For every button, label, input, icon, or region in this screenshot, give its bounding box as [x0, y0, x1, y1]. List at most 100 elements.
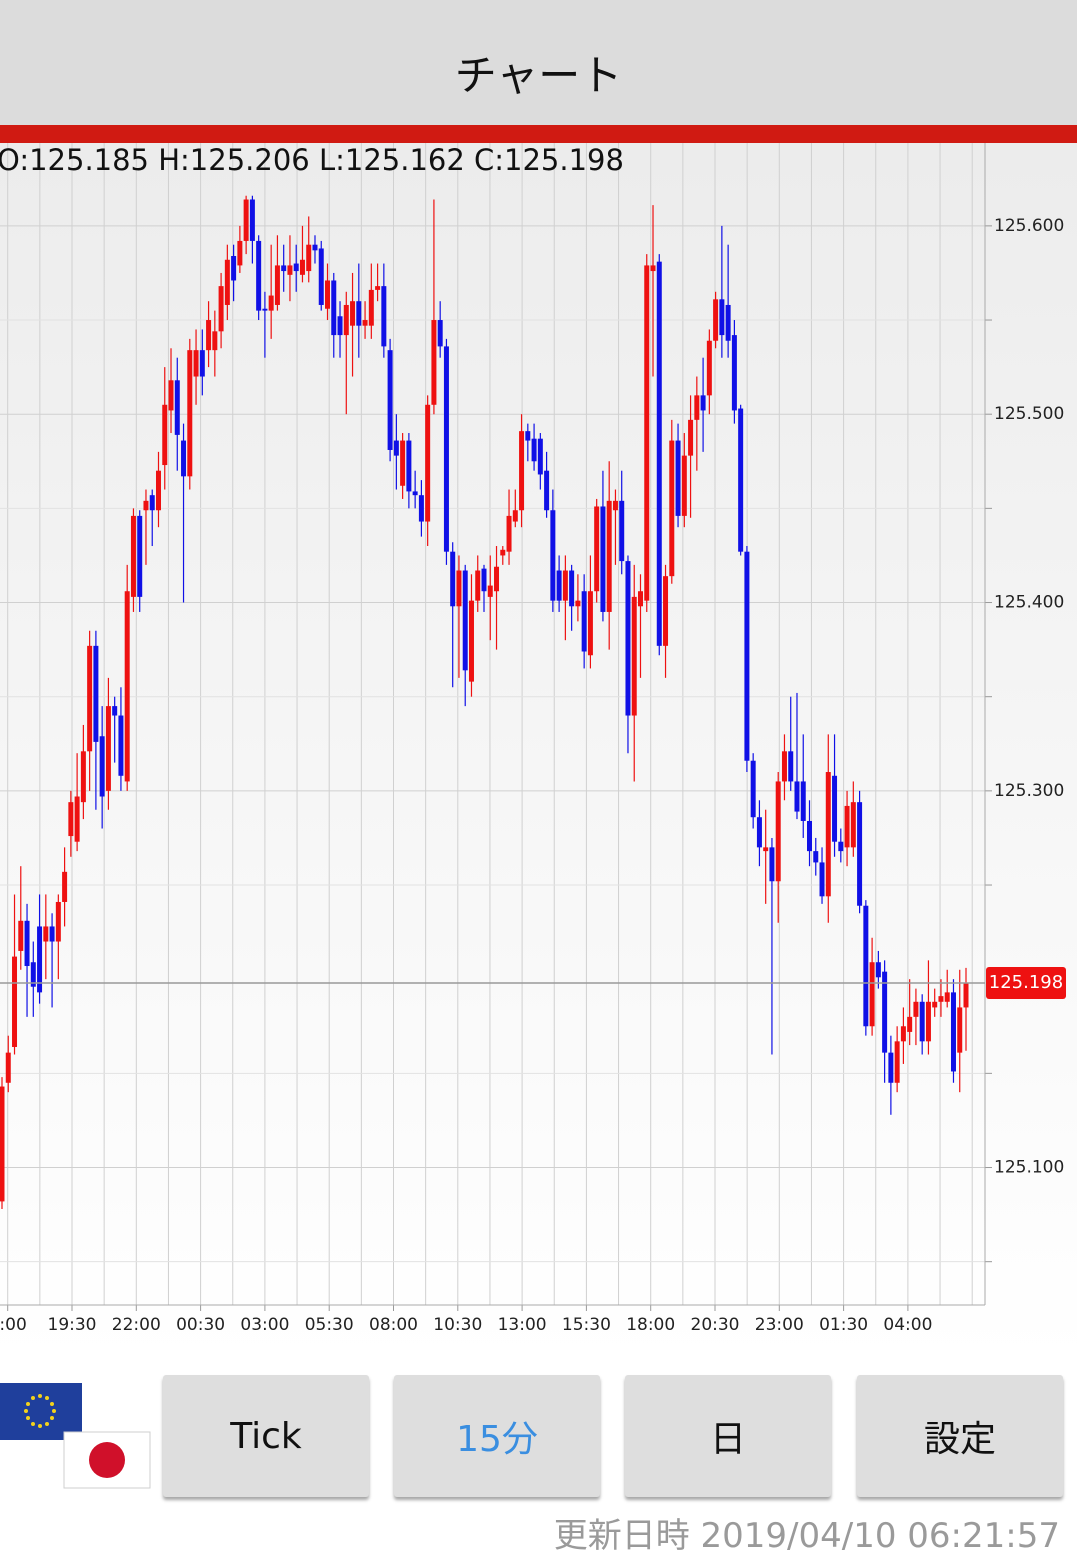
candle-body	[206, 320, 212, 351]
candle-body	[556, 570, 562, 601]
axes: 7:00 19:30 22:00 00:30 03:00 05:30 08:00 10:30 1…	[0, 143, 1066, 1335]
candle-body	[900, 1026, 906, 1042]
candle-body	[475, 570, 481, 601]
candle-body	[149, 495, 155, 511]
candle-body	[738, 408, 744, 552]
candle-body	[74, 796, 80, 842]
candle-body	[331, 280, 337, 336]
candle-body	[450, 551, 456, 607]
candle-body	[212, 331, 218, 351]
candle-body	[838, 841, 844, 852]
candle-body	[30, 962, 36, 987]
candle-body	[381, 286, 387, 347]
candle-body	[794, 781, 800, 812]
candle-body	[575, 600, 581, 607]
candle-body	[957, 1007, 963, 1053]
candle-body	[875, 962, 881, 978]
candle-body	[569, 570, 575, 607]
candle-body	[87, 645, 93, 752]
candle-body	[781, 751, 787, 782]
candle-body	[487, 585, 493, 597]
candle-body	[544, 470, 550, 511]
x-tick-label: 23:00	[755, 1315, 804, 1335]
y-tick-label: 125.600	[994, 216, 1064, 236]
candle-body	[594, 506, 600, 592]
candle-body	[118, 715, 124, 776]
chart: 7:00 19:30 22:00 00:30 03:00 05:30 08:00 10:30 1…	[0, 143, 1077, 1360]
candle-body	[825, 772, 831, 897]
candle-body	[130, 515, 136, 597]
candle-body	[925, 1001, 931, 1042]
x-tick-label: 10:30	[433, 1315, 482, 1335]
candle-body	[462, 570, 468, 671]
candle-body	[287, 265, 293, 275]
candle-body	[174, 380, 180, 435]
candle-body	[299, 259, 305, 275]
candle-body	[400, 440, 406, 486]
candle-body	[105, 706, 111, 791]
candle-body	[393, 440, 399, 456]
candle-body	[706, 340, 712, 396]
candle-body	[650, 265, 656, 272]
candle-body	[412, 491, 418, 496]
candle-body	[168, 380, 174, 411]
eu-flag	[0, 1383, 82, 1440]
candle-body	[368, 289, 374, 326]
x-tick-label: 05:30	[305, 1315, 354, 1335]
candle-body	[418, 495, 424, 522]
candles	[0, 195, 969, 1209]
candle-body	[0, 1086, 5, 1202]
candle-body	[224, 259, 230, 305]
candle-body	[813, 851, 819, 863]
candle-body	[950, 992, 956, 1072]
candle-body	[600, 506, 606, 612]
candle-body	[437, 320, 443, 347]
tick-button[interactable]: Tick	[163, 1375, 369, 1497]
candle-body	[312, 244, 318, 251]
candle-body	[587, 591, 593, 656]
candle-body	[68, 802, 74, 837]
x-tick-label: 13:00	[498, 1315, 547, 1335]
settings-button[interactable]: 設定	[857, 1375, 1063, 1497]
candle-body	[456, 570, 462, 607]
candle-body	[425, 404, 431, 522]
candle-body	[669, 440, 675, 577]
y-tick-label: 125.500	[994, 404, 1064, 424]
candle-body	[963, 982, 969, 1008]
grid	[0, 143, 985, 1305]
candle-body	[863, 905, 869, 1027]
candle-body	[318, 248, 324, 305]
candle-body	[857, 802, 863, 906]
x-tick-label: 00:30	[176, 1315, 225, 1335]
candle-body	[625, 561, 631, 716]
candle-body	[663, 576, 669, 646]
candle-body	[494, 566, 500, 592]
candle-body	[80, 751, 86, 803]
y-tick-label: 125.400	[994, 593, 1064, 613]
candle-body	[713, 299, 719, 341]
candle-body	[218, 286, 224, 332]
accent-bar	[0, 125, 1077, 143]
eu-stars	[24, 1394, 56, 1428]
candle-body	[506, 515, 512, 552]
candle-body	[807, 820, 813, 852]
candle-body	[99, 736, 105, 797]
candle-body	[337, 316, 343, 336]
candle-body	[512, 510, 518, 522]
chart-background	[0, 143, 1077, 1360]
x-tick-label: 15:30	[562, 1315, 611, 1335]
candle-body	[12, 956, 18, 1047]
candle-body	[882, 971, 888, 1053]
candle-body	[137, 515, 143, 597]
candle-body	[231, 255, 237, 281]
candle-body	[387, 350, 393, 450]
candle-body	[375, 286, 381, 290]
candle-body	[819, 862, 825, 897]
candle-body	[888, 1052, 894, 1083]
candle-body	[519, 431, 525, 511]
candle-body	[675, 440, 681, 516]
candle-body	[631, 596, 637, 716]
interval-button[interactable]: 15分	[394, 1375, 600, 1497]
daily-button[interactable]: 日	[625, 1375, 831, 1497]
candle-body	[43, 926, 49, 942]
